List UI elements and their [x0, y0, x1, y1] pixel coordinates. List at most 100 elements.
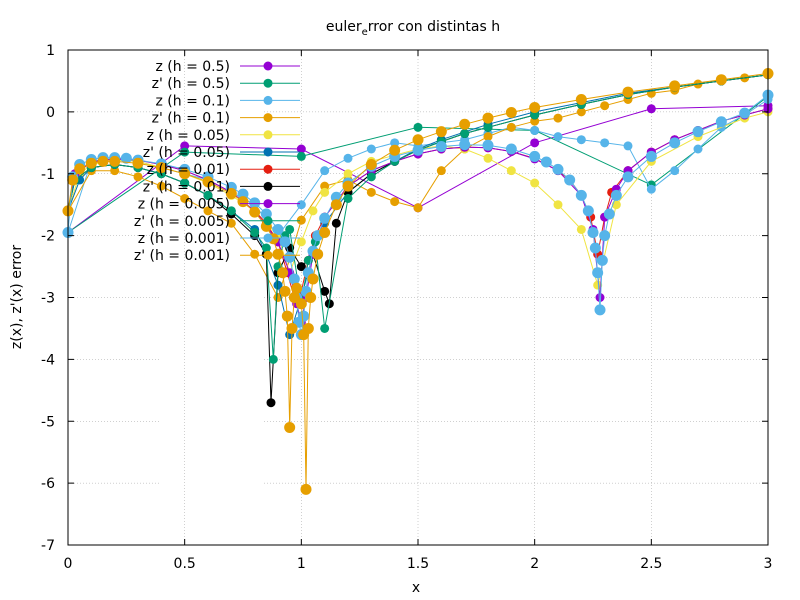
legend-item: z' (h = 0.005): [134, 214, 300, 230]
data-point: [506, 122, 516, 132]
data-point: [622, 171, 634, 183]
data-point: [389, 144, 401, 156]
data-point: [596, 254, 608, 266]
data-point: [74, 163, 86, 175]
data-point: [286, 322, 298, 334]
x-tick-label: 2: [530, 556, 539, 572]
data-point: [279, 236, 291, 248]
data-point: [646, 104, 656, 114]
data-point: [203, 206, 213, 216]
legend-item: z' (h = 0.1): [152, 111, 300, 127]
data-point: [249, 197, 261, 209]
data-point: [622, 86, 634, 98]
data-point: [645, 150, 657, 162]
data-point: [530, 110, 540, 120]
data-point: [412, 134, 424, 146]
data-point: [529, 102, 541, 114]
data-point: [288, 273, 300, 285]
data-point: [279, 285, 291, 297]
data-point: [261, 243, 271, 253]
data-point: [296, 151, 306, 161]
data-point: [180, 141, 190, 151]
legend: z (h = 0.5)z' (h = 0.5)z (h = 0.1) z' (h …: [134, 59, 300, 264]
data-point: [109, 155, 121, 167]
data-point: [250, 228, 260, 238]
data-point: [366, 172, 376, 182]
data-point: [460, 129, 470, 139]
data-point: [483, 153, 493, 163]
data-point: [343, 169, 353, 179]
data-point: [506, 166, 516, 176]
legend-marker: [263, 95, 273, 105]
legend-label: z' (h = 0.05): [143, 145, 230, 161]
y-tick-label: -6: [41, 476, 55, 492]
legend-marker: [263, 199, 273, 209]
legend-label: z (h = 0.01): [147, 162, 230, 178]
data-point: [307, 273, 319, 285]
legend-item: z (h = 0.001): [138, 231, 300, 247]
data-point: [413, 203, 423, 213]
data-point: [482, 139, 494, 151]
data-point: [365, 158, 377, 170]
data-point: [413, 122, 423, 132]
y-tick-label: -3: [41, 291, 55, 307]
y-tick-label: 1: [46, 43, 55, 59]
legend-label: z' (h = 0.1): [152, 111, 230, 127]
data-point: [85, 157, 97, 169]
data-point: [302, 322, 314, 334]
data-point: [693, 144, 703, 154]
data-point: [505, 143, 517, 155]
legend-marker: [263, 78, 273, 88]
data-point: [342, 180, 354, 192]
data-point: [285, 224, 295, 234]
legend-label: z' (h = 0.001): [134, 248, 230, 264]
data-point: [296, 262, 306, 272]
legend-item: z' (h = 0.001): [134, 248, 300, 264]
data-point: [576, 135, 586, 145]
data-point: [599, 230, 611, 242]
y-tick-label: -1: [41, 167, 55, 183]
data-point: [320, 187, 330, 197]
series-line: [67, 94, 769, 335]
data-point: [67, 174, 79, 186]
legend-marker: [263, 233, 273, 243]
data-point: [530, 125, 540, 135]
data-point: [505, 106, 517, 118]
data-point: [320, 181, 330, 191]
data-point: [273, 280, 283, 290]
x-tick-label: 0: [64, 556, 73, 572]
data-point: [180, 178, 190, 188]
legend-marker: [263, 130, 273, 140]
x-axis-label: x: [412, 580, 420, 596]
grid: [68, 50, 768, 545]
data-point: [179, 168, 191, 180]
data-point: [739, 107, 751, 119]
data-point: [155, 162, 167, 174]
data-point: [592, 267, 604, 279]
data-point: [225, 188, 237, 200]
data-point: [277, 267, 289, 279]
data-point: [603, 208, 615, 220]
data-point: [623, 141, 633, 151]
legend-marker: [263, 216, 273, 226]
data-point: [646, 184, 656, 194]
data-point: [564, 174, 576, 186]
data-point: [180, 194, 190, 203]
data-point: [459, 118, 471, 130]
data-point: [529, 150, 541, 162]
legend-label: z (h = 0.1): [156, 93, 231, 109]
data-point: [281, 310, 293, 322]
data-point: [669, 137, 681, 149]
data-point: [331, 218, 341, 228]
data-point: [320, 323, 330, 333]
data-point: [483, 132, 493, 142]
data-point: [226, 218, 236, 228]
data-point: [330, 199, 342, 211]
legend-label: z (h = 0.005): [138, 197, 230, 213]
data-point: [576, 224, 586, 234]
x-tick-label: 0.5: [174, 556, 196, 572]
legend-item: z' (h = 0.05): [143, 145, 300, 161]
x-tick-label: 1.5: [407, 556, 429, 572]
data-point: [600, 138, 610, 148]
